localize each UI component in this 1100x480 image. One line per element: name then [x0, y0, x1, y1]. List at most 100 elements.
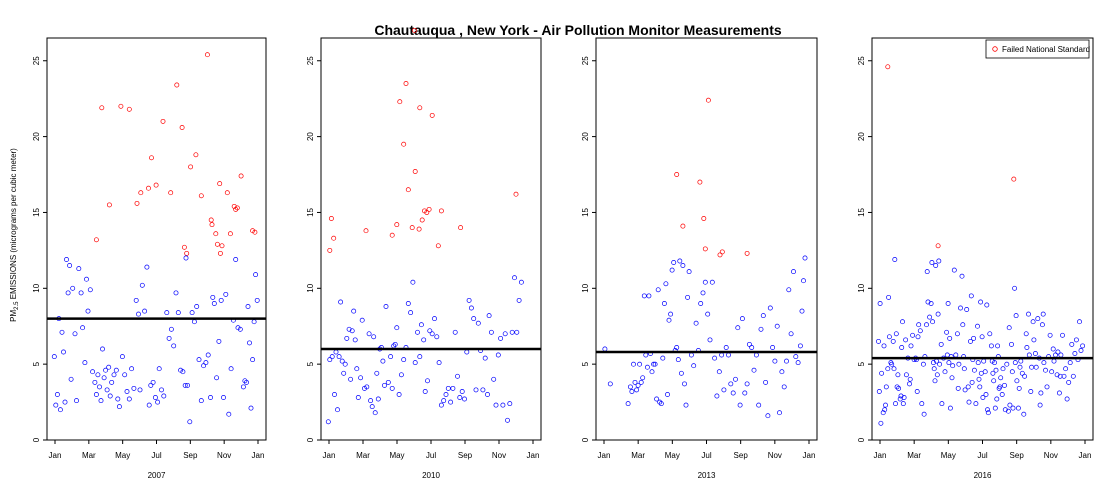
point — [445, 385, 451, 391]
point — [100, 346, 105, 352]
point — [641, 293, 647, 299]
point — [68, 376, 74, 382]
point — [1016, 385, 1022, 391]
point — [801, 278, 806, 284]
point — [70, 285, 76, 291]
point — [119, 354, 125, 360]
point — [999, 392, 1005, 397]
point-failed — [424, 210, 430, 215]
point-failed — [213, 231, 219, 237]
point-failed — [181, 244, 187, 250]
point — [1047, 332, 1053, 338]
point — [758, 326, 764, 332]
point — [965, 384, 971, 390]
point — [714, 393, 720, 399]
point — [90, 369, 96, 375]
point — [949, 375, 955, 381]
point — [1077, 319, 1082, 325]
point — [955, 385, 961, 391]
point — [744, 381, 750, 387]
point — [214, 375, 220, 381]
point-failed — [401, 141, 407, 147]
point — [961, 366, 967, 372]
point — [191, 319, 197, 325]
point — [968, 293, 974, 299]
x-tick-label: Jan — [49, 451, 62, 460]
point — [344, 335, 350, 341]
point — [62, 399, 68, 405]
point — [880, 410, 886, 416]
point — [355, 395, 361, 400]
point — [385, 379, 391, 385]
point — [201, 363, 207, 369]
point — [716, 369, 722, 375]
point — [651, 361, 657, 367]
point — [985, 407, 990, 413]
point — [737, 402, 743, 408]
point — [354, 366, 360, 372]
chart-panels: 0 5 10 15 20 25 Jan Mar May Jul Sep Nov Jan 2007 0 5 10 1… — [32, 27, 1094, 480]
point — [756, 402, 762, 408]
point — [422, 389, 428, 394]
point — [1063, 366, 1069, 372]
point — [998, 375, 1004, 381]
y-tick-label: 25 — [306, 56, 315, 65]
point — [919, 401, 925, 407]
point — [960, 322, 966, 328]
point — [1029, 364, 1035, 370]
point — [348, 376, 354, 382]
point — [388, 354, 394, 360]
point — [682, 381, 687, 387]
legend-marker — [992, 46, 998, 52]
point — [777, 410, 782, 416]
point — [74, 398, 79, 404]
point — [901, 395, 907, 400]
point — [164, 310, 170, 316]
point — [987, 331, 993, 337]
point — [971, 335, 977, 341]
point-failed — [680, 223, 686, 229]
x-axis-label: 2013 — [698, 471, 716, 480]
point — [739, 316, 745, 322]
point — [1080, 343, 1086, 349]
point — [429, 331, 435, 337]
point — [925, 299, 931, 305]
point — [349, 328, 355, 334]
point — [735, 325, 741, 331]
point — [770, 345, 776, 350]
point — [730, 390, 736, 396]
point — [975, 323, 980, 329]
point — [883, 402, 888, 408]
point — [516, 297, 522, 303]
point — [896, 385, 902, 391]
point-failed — [363, 228, 369, 234]
point — [702, 279, 708, 285]
point — [441, 398, 447, 404]
point-failed — [419, 217, 425, 223]
y-tick-label: 15 — [306, 207, 315, 216]
point — [161, 393, 167, 399]
point-failed — [416, 226, 422, 232]
point — [937, 361, 943, 367]
point — [795, 360, 801, 366]
point — [691, 363, 697, 369]
point — [240, 384, 246, 390]
point — [1000, 366, 1006, 372]
point — [655, 287, 661, 293]
point — [87, 287, 93, 293]
point-failed — [719, 249, 725, 255]
point — [436, 360, 442, 366]
point — [152, 395, 158, 400]
point — [985, 410, 991, 416]
legend: Failed National Standard — [985, 39, 1090, 59]
point — [505, 417, 510, 423]
point — [945, 301, 951, 306]
point — [1019, 370, 1025, 376]
point — [666, 317, 672, 323]
point — [1018, 358, 1024, 364]
point — [1060, 332, 1065, 338]
x-tick-label: Mar — [82, 451, 96, 460]
panel-2016: 0 5 10 15 20 25 Jan Mar May Jul Sep Nov Jan 2016 — [857, 37, 1094, 480]
point — [644, 364, 650, 370]
point — [459, 389, 465, 394]
